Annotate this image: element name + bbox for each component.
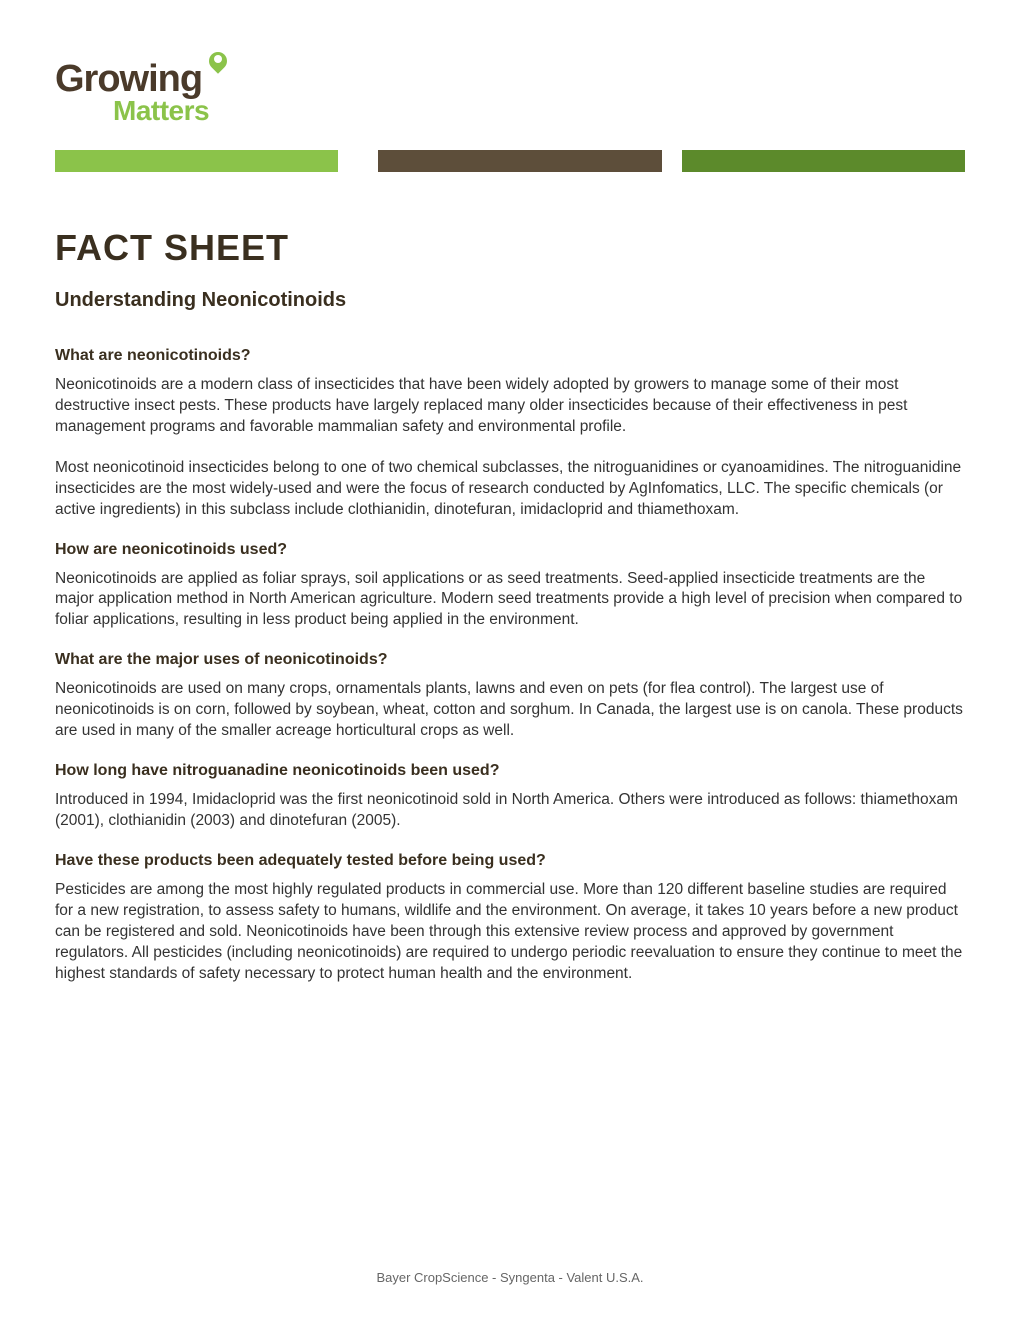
footer: Bayer CropScience - Syngenta - Valent U.…: [0, 1270, 1020, 1285]
main-title: FACT SHEET: [55, 227, 965, 269]
body-paragraph: Neonicotinoids are used on many crops, o…: [55, 679, 965, 742]
logo-text-bottom: Matters: [113, 98, 227, 123]
section-heading: What are the major uses of neonicotinoid…: [55, 651, 965, 669]
bar-brown: [378, 150, 661, 172]
body-paragraph: Introduced in 1994, Imidacloprid was the…: [55, 790, 965, 832]
body-paragraph: Neonicotinoids are a modern class of ins…: [55, 375, 965, 438]
logo-pin-icon: [209, 52, 227, 76]
section-heading: Have these products been adequately test…: [55, 852, 965, 870]
sections-container: What are neonicotinoids? Neonicotinoids a…: [55, 347, 965, 985]
body-paragraph: Neonicotinoids are applied as foliar spr…: [55, 569, 965, 632]
section-heading: How are neonicotinoids used?: [55, 541, 965, 559]
color-bars: [55, 150, 965, 172]
logo: Growing Matters: [55, 60, 965, 125]
page-container: Growing Matters FACT SHEET Understanding…: [0, 0, 1020, 985]
logo-text-top: Growing: [55, 58, 202, 100]
body-paragraph: Pesticides are among the most highly reg…: [55, 880, 965, 985]
body-paragraph: Most neonicotinoid insecticides belong t…: [55, 458, 965, 521]
section-heading: How long have nitroguanadine neonicotino…: [55, 762, 965, 780]
bar-dark-green: [682, 150, 965, 172]
section-heading: What are neonicotinoids?: [55, 347, 965, 365]
bar-light-green: [55, 150, 338, 172]
subtitle: Understanding Neonicotinoids: [55, 289, 965, 312]
